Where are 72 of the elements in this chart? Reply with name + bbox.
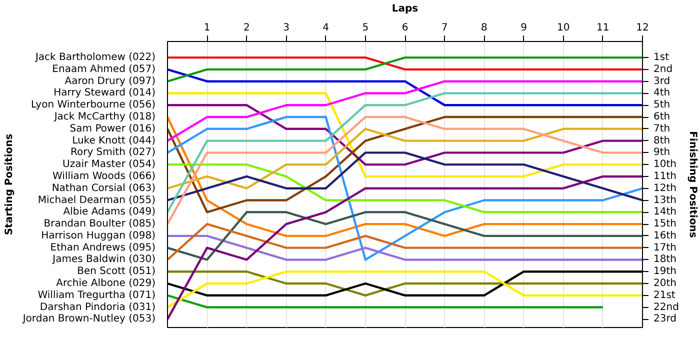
y-axis-title: Finishing Positions — [686, 131, 698, 238]
series-label: James Baldwin (030) — [52, 254, 156, 266]
x-tick-label: 11 — [596, 22, 610, 34]
y-tick-label: 9th — [654, 147, 670, 158]
y-tick-label: 6th — [654, 112, 670, 123]
series-label: Jordan Brown-Nutley (053) — [22, 314, 156, 325]
y-tick-label: 3rd — [654, 76, 670, 87]
line-series — [168, 104, 642, 166]
x-tick-label: 1 — [204, 22, 210, 34]
y-tick-label: 5th — [654, 100, 670, 111]
y-tick-label: 22nd — [654, 302, 679, 313]
text: Starting Positions — [4, 134, 15, 236]
y-tick-label: 7th — [654, 123, 670, 134]
line-series — [168, 211, 642, 261]
line-series — [168, 152, 642, 202]
line-series — [168, 80, 642, 142]
series-label: Rory Smith (027) — [70, 147, 156, 158]
line-series — [168, 270, 642, 308]
series-label: Nathan Corsial (063) — [52, 182, 156, 194]
y-tick-label: 1st — [654, 52, 670, 64]
x-tick-label: 2 — [243, 22, 250, 34]
x-axis-title: Laps — [392, 4, 418, 14]
series-label: Aaron Drury (097) — [64, 76, 156, 87]
series-label: Jack Bartholomew (022) — [34, 52, 156, 64]
x-tick-label: 9 — [520, 22, 527, 34]
y-tick-label: 16th — [654, 230, 676, 242]
y-tick-label: 21st — [654, 290, 676, 301]
y-tick-label: 11th — [654, 170, 676, 182]
y-tick-label: 8th — [654, 135, 670, 146]
line-series — [168, 175, 642, 320]
x-tick-label: 3 — [283, 22, 290, 34]
series-label: Michael Dearman (055) — [38, 194, 156, 206]
series-label: William Tregurtha (071) — [38, 290, 156, 301]
x-tick-label: 4 — [322, 22, 330, 34]
y-tick-label: 20th — [654, 278, 676, 289]
line-series — [168, 92, 642, 214]
x-tick-label: 12 — [636, 22, 649, 34]
x-tick-label: 8 — [480, 22, 488, 34]
x-tick-label: 6 — [402, 22, 408, 34]
line-series — [168, 163, 642, 214]
y-tick-label: 10th — [654, 159, 676, 170]
y-tick-label: 23rd — [654, 314, 677, 325]
x-tick-label: 10 — [556, 22, 570, 34]
y-tick-label: 14th — [654, 206, 676, 218]
series-label: Albie Adams (049) — [63, 206, 156, 218]
y-tick-label: 17th — [654, 242, 676, 254]
text: William Woods (066) — [52, 170, 156, 182]
y-tick-label: 15th — [654, 218, 676, 230]
series-label: Sam Power (016) — [70, 123, 156, 134]
line-series — [168, 128, 642, 190]
y-tick-label: 18th — [654, 254, 676, 266]
series-label: Ethan Andrews (095) — [50, 242, 156, 254]
series-label: Uzair Master (054) — [62, 159, 156, 170]
series-label: Harry Steward (014) — [54, 88, 156, 99]
x-tick-label: 7 — [441, 22, 448, 34]
series-label: Ben Scott (051) — [77, 266, 156, 278]
series-label: Luke Knott (044) — [72, 135, 156, 146]
y-tick-label: 13th — [654, 194, 676, 206]
series-label: Lyon Winterbourne (056) — [31, 100, 156, 111]
series-label: Brandan Boulter (085) — [44, 218, 156, 230]
y-tick-label: 19th — [654, 266, 676, 278]
y-tick-label: 4th — [654, 88, 670, 99]
series-label: Harrison Huggan (098) — [41, 230, 156, 242]
line-series — [168, 222, 642, 261]
series-label: Jack McCarthy (018) — [53, 112, 156, 123]
series-label: Archie Albone (029) — [56, 278, 156, 289]
line-series — [168, 116, 642, 261]
series-label: Enaam Ahmed (057) — [52, 64, 156, 75]
series-label: Darshan Pindoria (031) — [40, 302, 156, 313]
y-tick-label: 12th — [654, 182, 676, 194]
y-tick-label: 2nd — [654, 64, 673, 75]
x-tick-label: 5 — [362, 22, 369, 34]
